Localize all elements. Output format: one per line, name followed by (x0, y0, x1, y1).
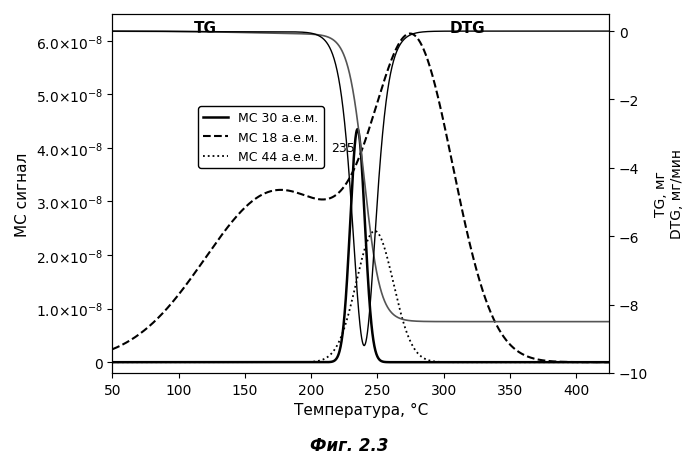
MC 30 а.е.м. (605, 359, 614, 365)
MC 30 а.е.м. (353, 127, 361, 132)
Text: Фиг. 2.3: Фиг. 2.3 (310, 436, 389, 455)
X-axis label: Температура, °C: Температура, °C (294, 402, 428, 417)
Text: TG: TG (194, 21, 217, 36)
MC 18 а.е.м. (406, 32, 415, 37)
Y-axis label: МС сигнал: МС сигнал (15, 152, 30, 236)
MC 30 а.е.м. (500, 359, 508, 365)
MC 30 а.е.м. (108, 359, 117, 365)
MC 44 а.е.м. (370, 229, 379, 234)
MC 44 а.е.м. (605, 359, 614, 365)
Text: DTG: DTG (449, 21, 485, 36)
MC 18 а.е.м. (591, 359, 599, 365)
MC 18 а.е.м. (108, 347, 117, 352)
Legend: MC 30 а.е.м., MC 18 а.е.м., MC 44 а.е.м.: MC 30 а.е.м., MC 18 а.е.м., MC 44 а.е.м. (198, 107, 324, 168)
MC 18 а.е.м. (605, 359, 614, 365)
Line: MC 44 а.е.м.: MC 44 а.е.м. (113, 232, 610, 362)
MC 44 а.е.м. (591, 359, 599, 365)
MC 18 а.е.м. (134, 333, 142, 339)
MC 30 а.е.м. (134, 359, 142, 365)
MC 30 а.е.м. (350, 153, 358, 158)
MC 18 а.е.м. (337, 188, 345, 194)
Text: 235: 235 (331, 142, 355, 155)
MC 18 а.е.м. (500, 334, 508, 340)
MC 18 а.е.м. (591, 359, 599, 365)
MC 44 а.е.м. (591, 359, 599, 365)
MC 30 а.е.м. (591, 359, 599, 365)
Line: MC 18 а.е.м.: MC 18 а.е.м. (113, 35, 610, 362)
MC 30 а.е.м. (337, 343, 345, 348)
MC 44 а.е.м. (134, 359, 142, 365)
MC 18 а.е.м. (350, 167, 358, 172)
Y-axis label: TG, мг
DTG, мг/мин: TG, мг DTG, мг/мин (654, 149, 684, 239)
MC 44 а.е.м. (108, 359, 117, 365)
MC 44 а.е.м. (350, 289, 358, 295)
Line: MC 30 а.е.м.: MC 30 а.е.м. (113, 130, 610, 362)
MC 30 а.е.м. (591, 359, 599, 365)
MC 44 а.е.м. (337, 335, 345, 340)
MC 44 а.е.м. (500, 359, 508, 365)
